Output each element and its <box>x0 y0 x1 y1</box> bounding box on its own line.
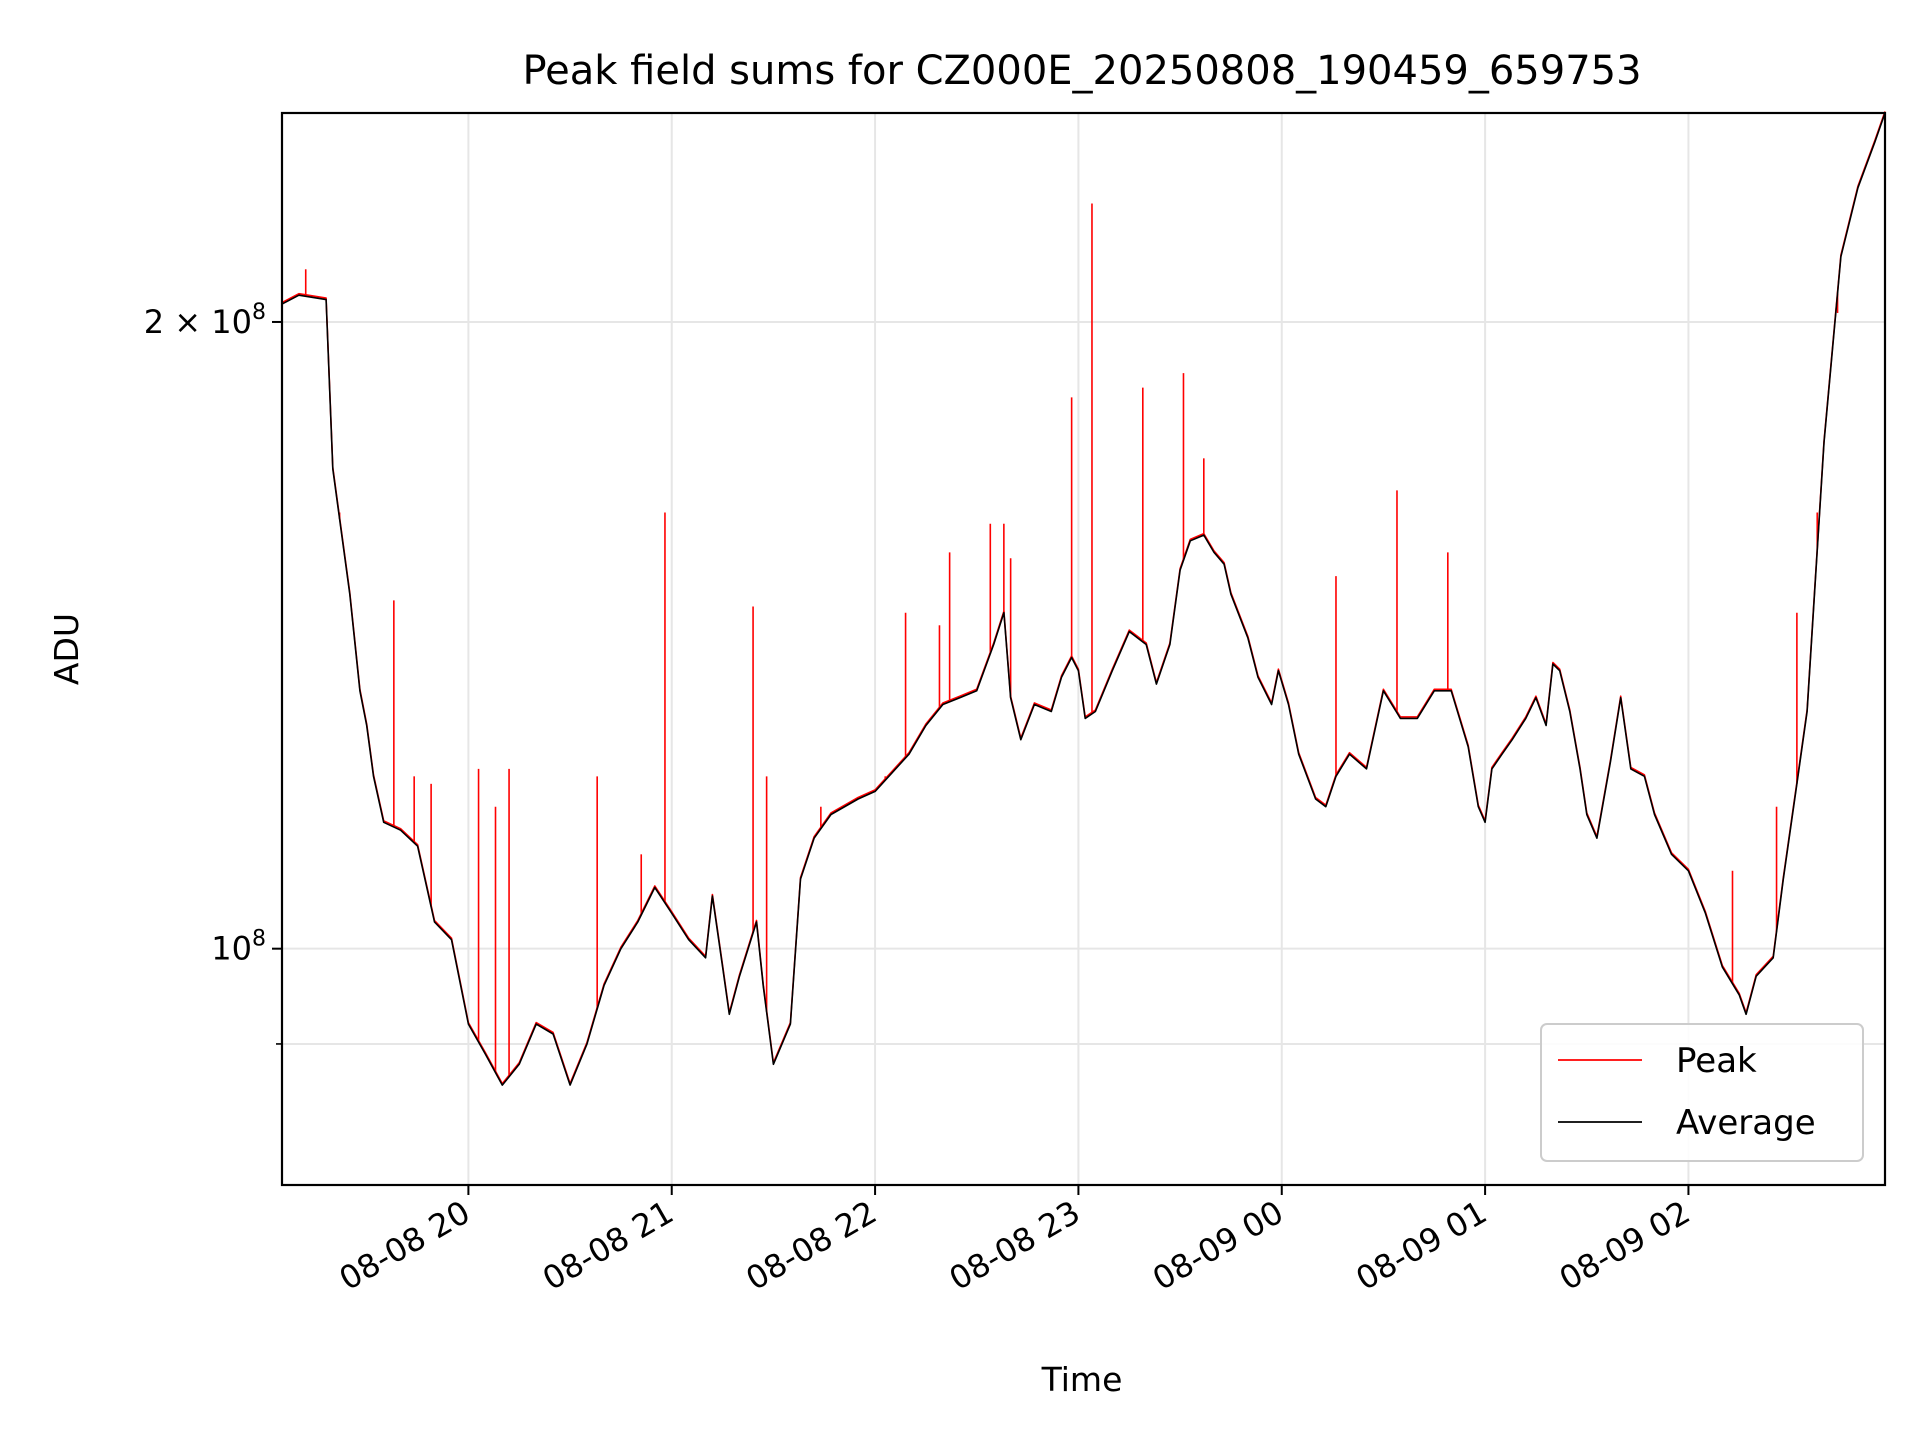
y-tick-label: 108 <box>211 927 266 968</box>
y-axis-title: ADU <box>47 613 86 685</box>
plot-series <box>281 111 1886 1086</box>
y-tick-label: 2 × 108 <box>144 300 266 341</box>
legend-box <box>1540 1023 1864 1162</box>
x-axis-title: Time <box>1041 1360 1123 1399</box>
chart-title: Peak field sums for CZ000E_20250808_1904… <box>522 48 1641 94</box>
plot-frame <box>280 111 1887 1187</box>
average-series-line <box>281 112 1886 1086</box>
legend-average-label: Average <box>1676 1103 1816 1143</box>
legend: Peak Average <box>1540 1023 1864 1162</box>
legend-peak-label: Peak <box>1676 1041 1757 1081</box>
